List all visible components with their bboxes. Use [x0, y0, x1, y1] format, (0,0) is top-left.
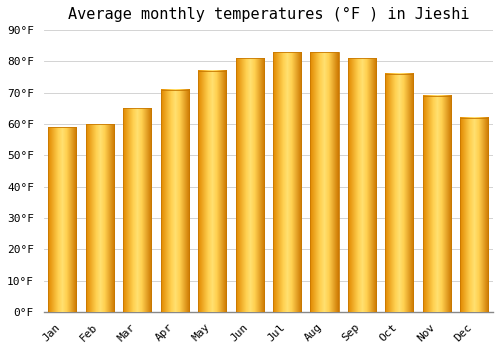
- Bar: [48, 127, 76, 312]
- Bar: [423, 96, 451, 312]
- Bar: [236, 58, 264, 312]
- Bar: [123, 108, 152, 312]
- Bar: [198, 71, 226, 312]
- Bar: [160, 90, 189, 312]
- Bar: [273, 52, 301, 312]
- Bar: [86, 124, 114, 312]
- Bar: [386, 74, 413, 312]
- Bar: [460, 118, 488, 312]
- Bar: [348, 58, 376, 312]
- Title: Average monthly temperatures (°F ) in Jieshi: Average monthly temperatures (°F ) in Ji…: [68, 7, 469, 22]
- Bar: [310, 52, 338, 312]
